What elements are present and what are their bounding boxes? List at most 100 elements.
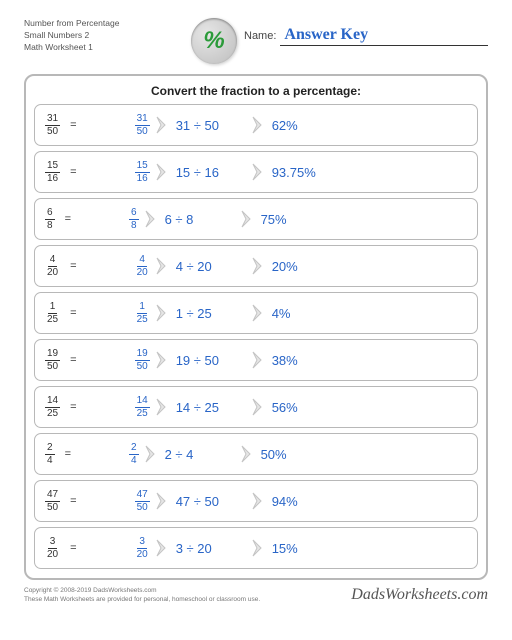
numerator: 1 [137,302,147,314]
numerator: 4 [137,255,147,267]
numerator: 3 [137,537,147,549]
answer-fraction: 4 20 [135,255,150,278]
equals-sign: = [65,448,71,460]
percentage-result: 4% [272,306,332,321]
denominator: 8 [129,220,139,231]
division-expr: 1 ÷ 25 [176,306,246,321]
equals-sign: = [70,166,76,178]
chevron-icon [156,351,170,369]
answer-fraction: 19 50 [135,349,150,372]
numerator: 47 [135,490,150,502]
denominator: 4 [45,455,55,466]
chevron-icon [252,304,266,322]
chevron-icon [252,492,266,510]
division-expr: 31 ÷ 50 [176,118,246,133]
denominator: 50 [135,502,150,513]
percent-logo: % [191,18,237,64]
division-expr: 14 ÷ 25 [176,400,246,415]
question-fraction: 6 8 [45,208,55,231]
equals-sign: = [70,495,76,507]
numerator: 2 [45,443,55,455]
chevron-icon [156,304,170,322]
equals-sign: = [70,307,76,319]
denominator: 50 [135,361,150,372]
denominator: 25 [45,314,60,325]
footer-note: These Math Worksheets are provided for p… [24,596,260,604]
chevron-icon [156,398,170,416]
brand-name: DadsWorksheets.com [351,586,488,604]
denominator: 4 [129,455,139,466]
division-expr: 6 ÷ 8 [165,212,235,227]
worksheet-frame: Convert the fraction to a percentage: 31… [24,74,488,580]
division-expr: 4 ÷ 20 [176,259,246,274]
problem-row: 1 25 = 1 25 1 ÷ 25 4% [34,292,478,334]
percentage-result: 94% [272,494,332,509]
division-expr: 2 ÷ 4 [165,447,235,462]
numerator: 31 [135,114,150,126]
name-field: Name: Answer Key [244,18,488,46]
equals-sign: = [65,213,71,225]
percentage-result: 56% [272,400,332,415]
percentage-result: 75% [261,212,321,227]
denominator: 20 [135,267,150,278]
numerator: 14 [45,396,60,408]
division-expr: 47 ÷ 50 [176,494,246,509]
answer-fraction: 2 4 [129,443,139,466]
chevron-icon [156,257,170,275]
question-fraction: 1 25 [45,302,60,325]
numerator: 19 [45,349,60,361]
question-fraction: 14 25 [45,396,60,419]
rows-container: 31 50 = 31 50 31 ÷ 50 62% 15 16 = 15 1 6 … [34,104,478,569]
problem-row: 2 4 = 2 4 2 ÷ 4 50% [34,433,478,475]
header-meta: Number from Percentage Small Numbers 2 M… [24,18,184,54]
question-fraction: 3 20 [45,537,60,560]
denominator: 50 [45,361,60,372]
meta-line-3: Math Worksheet 1 [24,42,184,54]
numerator: 2 [129,443,139,455]
problem-row: 3 20 = 3 20 3 ÷ 20 15% [34,527,478,569]
numerator: 19 [135,349,150,361]
question-fraction: 19 50 [45,349,60,372]
numerator: 15 [135,161,150,173]
denominator: 20 [135,549,150,560]
problem-row: 14 25 = 14 25 14 ÷ 25 56% [34,386,478,428]
answer-key-text: Answer Key [284,26,368,43]
percentage-result: 50% [261,447,321,462]
equals-sign: = [70,260,76,272]
problem-row: 31 50 = 31 50 31 ÷ 50 62% [34,104,478,146]
question-fraction: 31 50 [45,114,60,137]
denominator: 25 [45,408,60,419]
division-expr: 15 ÷ 16 [176,165,246,180]
denominator: 8 [45,220,55,231]
question-fraction: 2 4 [45,443,55,466]
denominator: 50 [135,126,150,137]
name-line: Answer Key [280,26,488,46]
answer-fraction: 31 50 [135,114,150,137]
logo-wrap: % [184,18,244,64]
chevron-icon [156,163,170,181]
denominator: 16 [135,173,150,184]
chevron-icon [252,398,266,416]
equals-sign: = [70,119,76,131]
answer-fraction: 47 50 [135,490,150,513]
numerator: 15 [45,161,60,173]
division-expr: 3 ÷ 20 [176,541,246,556]
answer-fraction: 14 25 [135,396,150,419]
percent-icon: % [203,27,224,55]
meta-line-1: Number from Percentage [24,18,184,30]
chevron-icon [252,116,266,134]
question-fraction: 47 50 [45,490,60,513]
answer-fraction: 3 20 [135,537,150,560]
chevron-icon [156,539,170,557]
footer-left: Copyright © 2008-2019 DadsWorksheets.com… [24,587,260,604]
equals-sign: = [70,354,76,366]
numerator: 4 [48,255,58,267]
equals-sign: = [70,542,76,554]
worksheet-title: Convert the fraction to a percentage: [34,84,478,98]
chevron-icon [241,445,255,463]
problem-row: 19 50 = 19 50 19 ÷ 50 38% [34,339,478,381]
numerator: 14 [135,396,150,408]
problem-row: 47 50 = 47 50 47 ÷ 50 94% [34,480,478,522]
name-label: Name: [244,30,276,42]
problem-row: 4 20 = 4 20 4 ÷ 20 20% [34,245,478,287]
